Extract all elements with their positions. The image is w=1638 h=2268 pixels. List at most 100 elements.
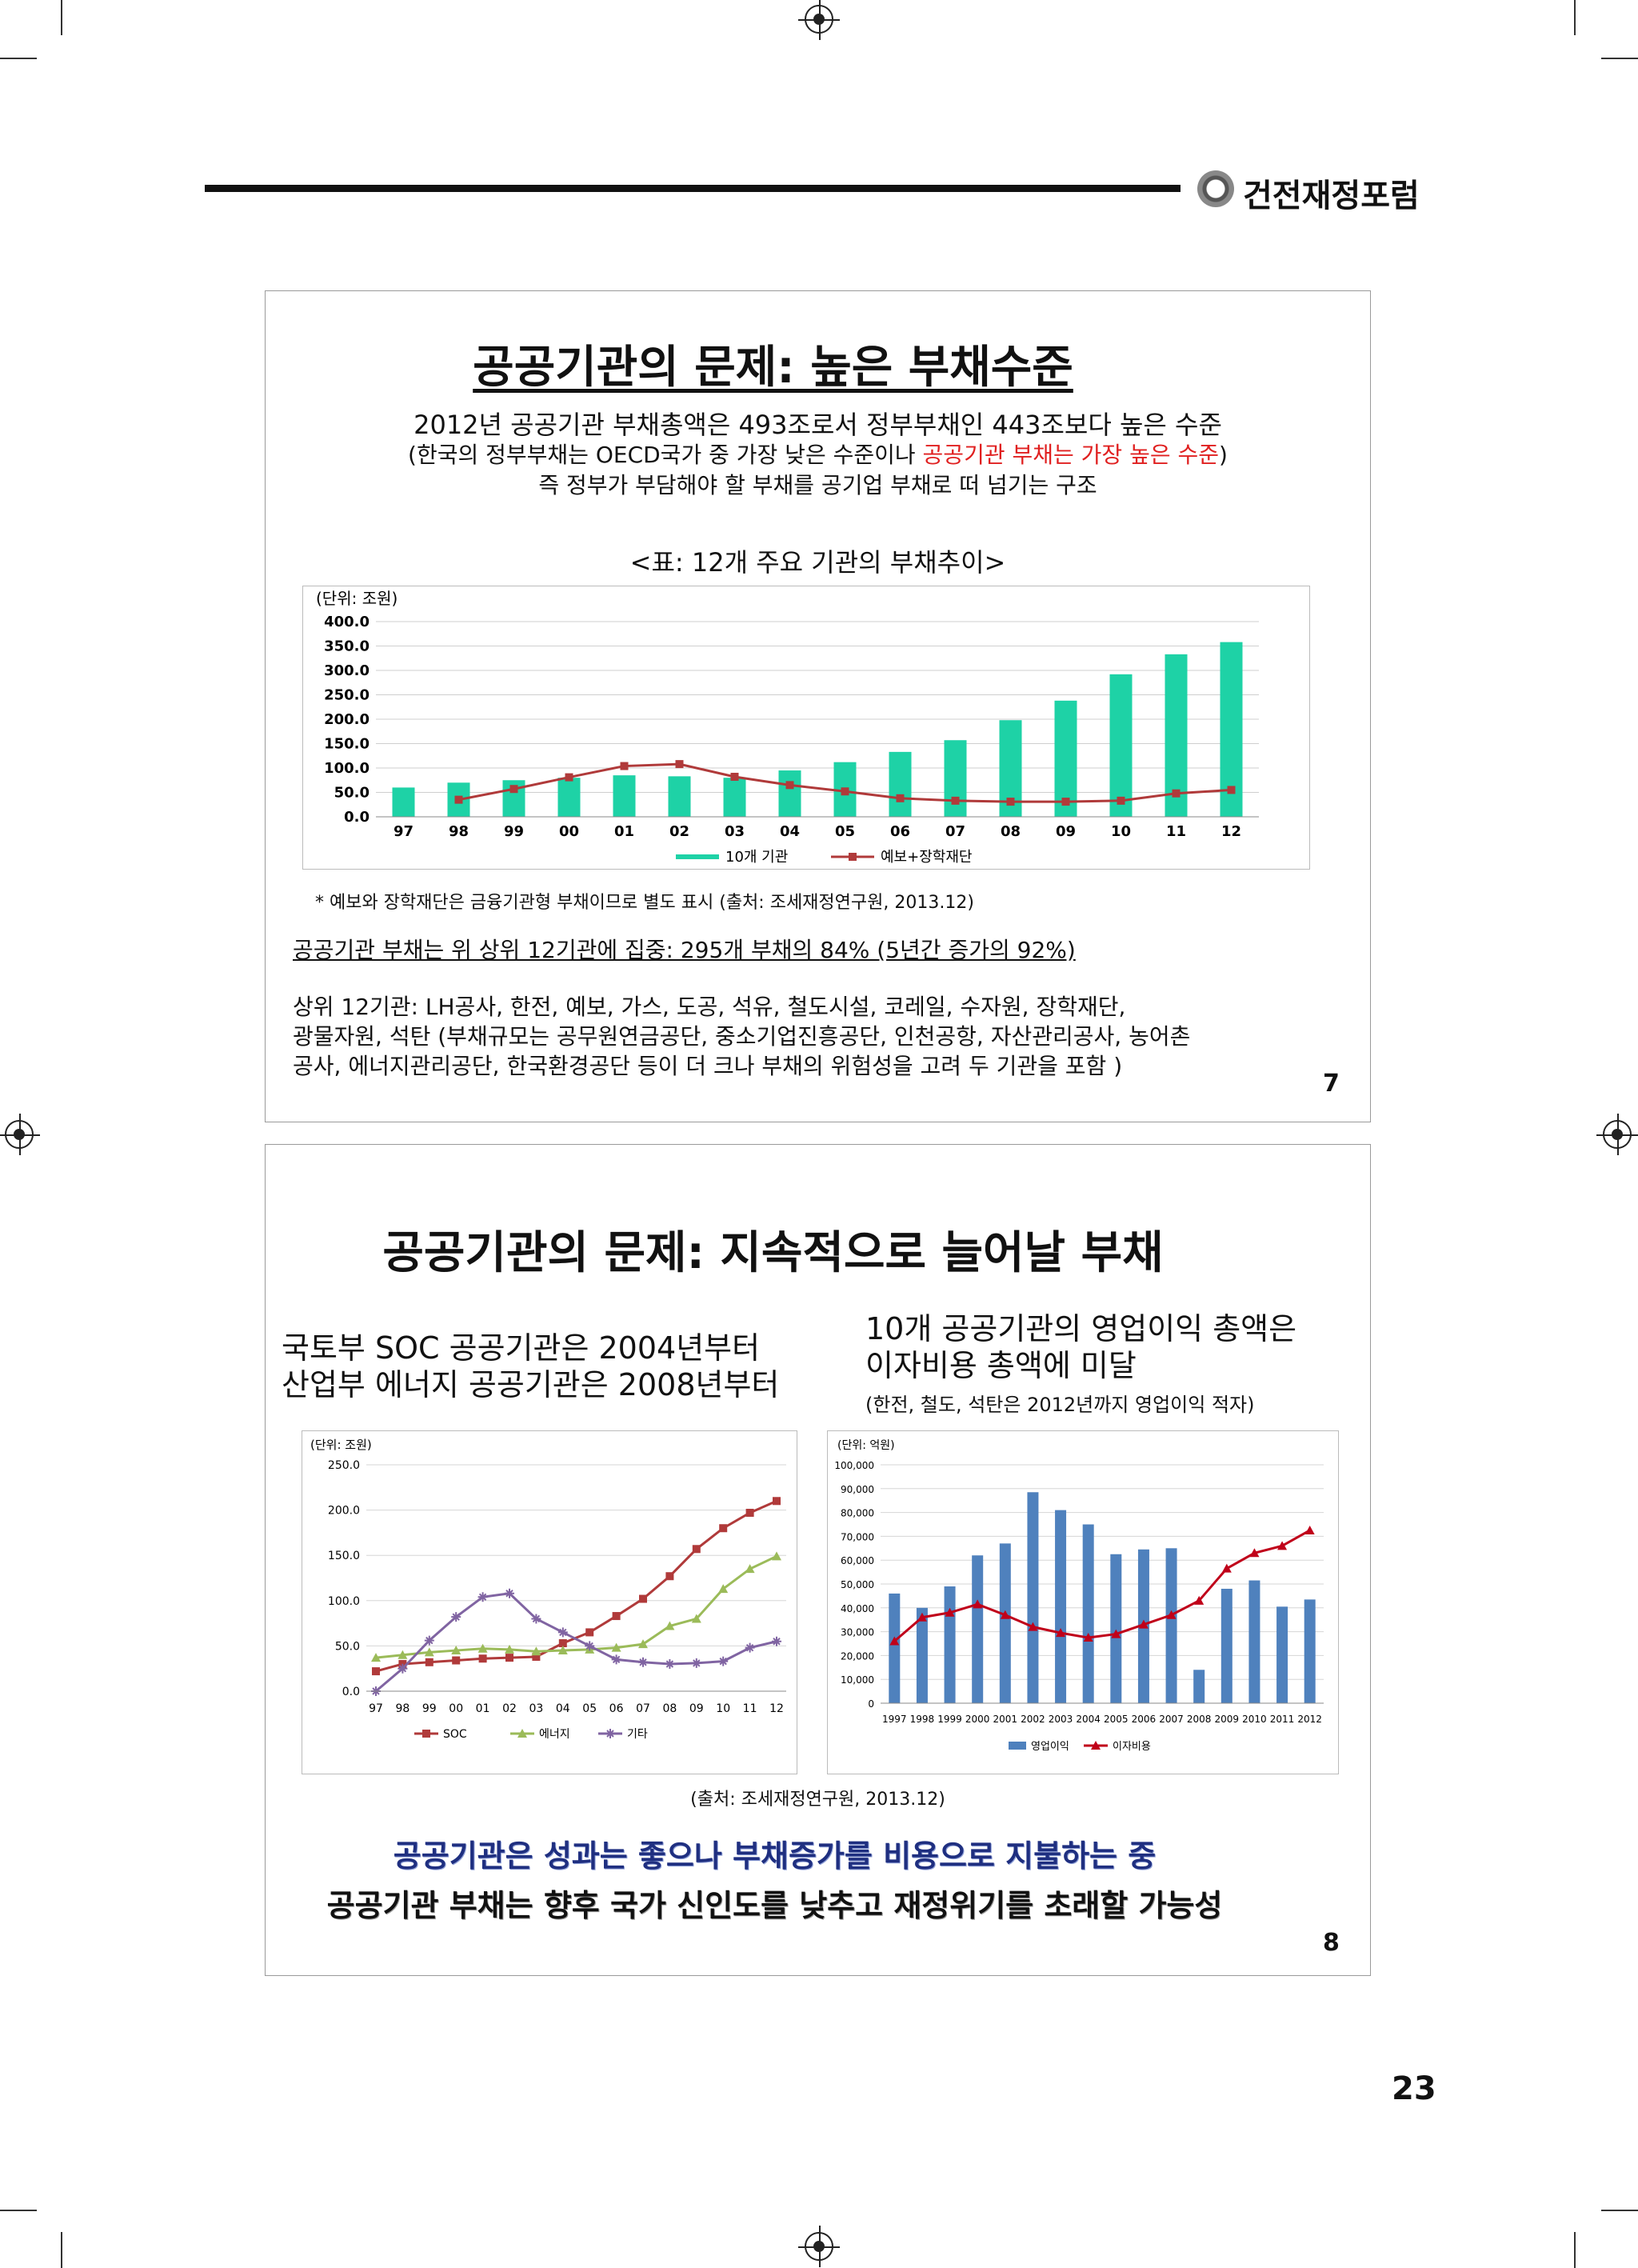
line-point — [730, 772, 739, 781]
x-tick-label: 08 — [662, 1702, 677, 1715]
x-tick-label: 2012 — [1297, 1714, 1322, 1725]
line-point — [565, 773, 573, 782]
legend-marker — [422, 1730, 430, 1738]
line-point — [611, 1642, 621, 1652]
conclusion-line: 공공기관 부채는 향후 국가 신인도를 낮추고 재정위기를 초래할 가능성 — [326, 1888, 1223, 1923]
table-caption: <표: 12개 주요 기관의 부채추이> — [629, 547, 1006, 578]
legend-marker — [849, 853, 857, 861]
line-point — [691, 1614, 701, 1623]
y-tick-label: 70,000 — [841, 1531, 874, 1542]
slide-7: 공공기관의 문제: 높은 부채수준 2012년 공공기관 부채총액은 493조로… — [265, 290, 1371, 1122]
line-point — [841, 787, 849, 796]
y-tick-label: 150.0 — [328, 1550, 360, 1562]
bar — [1109, 674, 1133, 817]
bar — [1054, 700, 1077, 817]
operating-profit-chart-svg: (단위: 억원) 0 10,000 20,000 30,000 40,000 50,000 6… — [834, 1439, 1324, 1753]
brand-name: 건전재정포럼 — [1243, 178, 1420, 214]
bar — [557, 778, 581, 817]
x-tick-label: 01 — [614, 823, 634, 840]
x-tick-label: 05 — [582, 1702, 597, 1715]
x-tick-label: 04 — [556, 1702, 570, 1715]
x-tick-label: 2007 — [1159, 1714, 1184, 1725]
x-tick-label: 12 — [769, 1702, 784, 1715]
line-point — [532, 1652, 541, 1661]
legend-label: 예보+장학재단 — [881, 849, 972, 866]
bar — [1221, 1588, 1232, 1703]
line-point — [1006, 798, 1015, 806]
chart-unit-label: (단위: 조원) — [310, 1438, 372, 1452]
line-point — [1061, 798, 1070, 806]
line-point — [424, 1635, 434, 1646]
line-point — [558, 1639, 567, 1648]
series-line — [893, 1529, 1311, 1642]
registration-mark-icon — [1596, 1114, 1638, 1155]
line-point — [718, 1584, 729, 1594]
series-line — [375, 1592, 777, 1693]
x-tick-label: 2002 — [1021, 1714, 1045, 1725]
line-point — [398, 1663, 408, 1674]
line-point — [691, 1658, 701, 1668]
bar — [778, 770, 801, 817]
line-point — [478, 1654, 487, 1663]
line-point — [745, 1642, 755, 1653]
line-point — [1138, 1619, 1149, 1629]
legend-marker — [605, 1729, 615, 1738]
left-note: 산업부 에너지 공공기관은 2008년부터 — [282, 1367, 780, 1402]
debt-by-sector-chart-svg: (단위: 조원) 0.0 50.0 100.0 150.0 200.0 250.0 97 98 9… — [310, 1438, 786, 1741]
line-point — [772, 1551, 781, 1561]
line-point — [451, 1646, 461, 1655]
line-point — [665, 1659, 675, 1670]
conclusion-line: 공공기관은 성과는 좋으나 부채증가를 비용으로 지불하는 중 — [393, 1838, 1157, 1874]
legend-swatch — [1009, 1742, 1026, 1750]
line-point — [454, 795, 463, 804]
bar — [972, 1555, 984, 1703]
highlight-text: 공공기관 부채는 가장 높은 수준 — [922, 442, 1220, 468]
line-point — [638, 1657, 648, 1667]
x-tick-label: 01 — [476, 1702, 490, 1715]
x-tick-label: 1998 — [910, 1714, 935, 1725]
y-tick-label: 250.0 — [328, 1459, 360, 1472]
line-point — [1249, 1548, 1260, 1558]
registration-mark-icon — [798, 0, 840, 40]
line-point — [1111, 1629, 1121, 1638]
line-point — [477, 1643, 488, 1653]
crop-mark — [61, 0, 62, 35]
x-tick-label: 08 — [1001, 823, 1021, 840]
line-point — [372, 1667, 380, 1676]
line-point — [675, 760, 684, 769]
slide-8: 공공기관의 문제: 지속적으로 늘어날 부채 국토부 SOC 공공기관은 200… — [265, 1144, 1371, 1976]
x-tick-label: 07 — [636, 1702, 650, 1715]
operating-profit-chart: (단위: 억원) 0 10,000 20,000 30,000 40,000 50,000 6… — [827, 1430, 1339, 1774]
bar — [916, 1607, 928, 1703]
x-tick-label: 2006 — [1132, 1714, 1157, 1725]
crop-mark — [1601, 58, 1638, 59]
legend-label: 에너지 — [539, 1728, 570, 1741]
series-line — [375, 1554, 777, 1659]
bar — [1304, 1599, 1316, 1703]
x-tick-label: 2000 — [965, 1714, 990, 1725]
debt-trend-chart: (단위: 조원) 0.0 50.0 100.0 150.0 200.0 250.0 300.0… — [302, 586, 1310, 870]
plain-text: ) — [1219, 442, 1228, 468]
right-note: 이자비용 총액에 미달 — [865, 1348, 1137, 1383]
x-tick-label: 99 — [422, 1702, 437, 1715]
x-tick-label: 09 — [689, 1702, 704, 1715]
y-tick-label: 100.0 — [324, 760, 370, 777]
line-point — [1000, 1610, 1010, 1619]
crop-mark — [0, 58, 37, 59]
line-point — [371, 1653, 381, 1662]
series-line — [375, 1499, 777, 1673]
x-tick-label: 2009 — [1215, 1714, 1240, 1725]
footnote: * 예보와 장학재단은 금융기관형 부채이므로 별도 표시 (출처: 조세재정연… — [315, 893, 974, 913]
y-tick-label: 200.0 — [324, 711, 370, 728]
page-number: 23 — [1392, 2070, 1436, 2107]
bar — [999, 1543, 1011, 1703]
x-tick-label: 05 — [835, 823, 855, 840]
y-tick-label: 60,000 — [841, 1555, 874, 1566]
line-point — [477, 1592, 488, 1602]
line-point — [745, 1564, 755, 1574]
x-tick-label: 97 — [369, 1702, 383, 1715]
bar — [1027, 1492, 1039, 1703]
slide-page-number: 8 — [1323, 1929, 1340, 1957]
line-point — [505, 1654, 513, 1662]
legend-label: 영업이익 — [1031, 1741, 1069, 1753]
